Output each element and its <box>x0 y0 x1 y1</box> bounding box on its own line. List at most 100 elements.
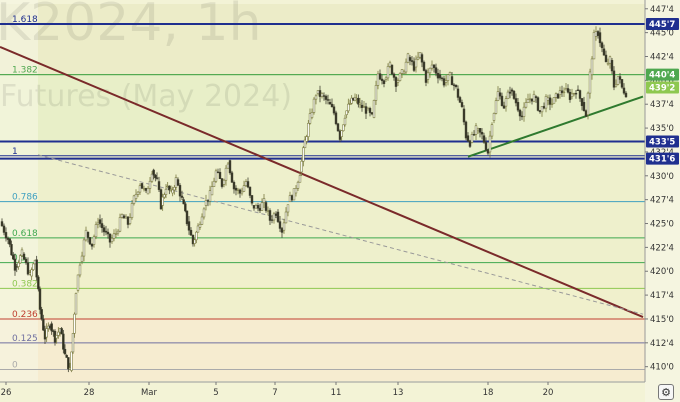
candle-body <box>242 185 246 192</box>
candle-body <box>412 61 416 71</box>
candle-body <box>546 97 550 101</box>
candle-body <box>288 195 292 202</box>
candle-body <box>274 213 278 216</box>
candle-body <box>76 274 80 291</box>
candle-body <box>258 207 262 211</box>
candle-body <box>556 93 560 99</box>
candle-body <box>196 225 200 233</box>
time-axis-tick-label: 13 <box>393 388 404 398</box>
candle-body <box>348 102 352 105</box>
candle-body <box>312 98 316 113</box>
candle-body <box>88 237 92 245</box>
candle-body <box>474 125 478 135</box>
price-axis-tick-label: 417'4 <box>650 291 674 301</box>
candle-body <box>400 69 404 74</box>
candle-body <box>128 217 132 224</box>
candle-body <box>430 64 434 69</box>
candle-body <box>142 188 146 190</box>
candle-body <box>392 73 396 78</box>
candle-body <box>228 160 232 174</box>
candle-body <box>286 204 290 213</box>
candle-body <box>376 73 380 86</box>
candle-body <box>96 222 100 225</box>
candle-body <box>163 194 166 198</box>
price-tag <box>646 152 679 165</box>
candle-body <box>342 124 345 132</box>
price-axis-tick-label: 427'4 <box>650 196 674 206</box>
candle-body <box>542 106 546 109</box>
candle-body <box>362 106 366 108</box>
candle-body <box>522 106 526 117</box>
candle-body <box>200 216 204 225</box>
candle-body <box>372 100 376 118</box>
chart-settings-button[interactable]: ⚙ <box>658 384 674 400</box>
candle-body <box>290 195 294 201</box>
fib-level-label: 0.786 <box>12 193 38 203</box>
price-axis-tick-label: 437'4 <box>650 100 674 110</box>
candle-body <box>224 167 228 181</box>
candle-body <box>126 216 130 225</box>
candle-body <box>328 102 332 105</box>
candle-body <box>536 97 540 111</box>
candle-body <box>35 259 38 278</box>
candle-body <box>500 95 504 107</box>
candle-body <box>496 91 500 101</box>
candle-body <box>316 90 320 95</box>
fib-level-label: 0 <box>12 361 18 371</box>
candle-body <box>138 185 142 193</box>
candle-body <box>576 89 580 91</box>
candle-body <box>458 97 462 103</box>
candle-body <box>610 60 614 72</box>
candle-body <box>550 103 554 105</box>
candle-body <box>534 96 538 98</box>
candle-body <box>410 60 414 62</box>
candle-body <box>94 224 98 238</box>
candle-body <box>240 190 244 194</box>
candle-body <box>214 170 218 182</box>
candle-body <box>552 97 556 104</box>
candle-body <box>466 135 470 142</box>
candle-body <box>189 229 193 236</box>
candle-body <box>246 181 250 188</box>
candle-body <box>538 110 542 113</box>
candle-body <box>266 210 270 212</box>
candle-body <box>614 84 618 87</box>
candle-body <box>104 230 108 233</box>
time-axis-tick-label: Mar <box>141 388 158 398</box>
watermark-symbol: K2024, 1h <box>0 0 262 53</box>
candle-body <box>360 104 364 108</box>
candle-body <box>428 67 432 74</box>
candle-body <box>122 215 126 219</box>
candle-body <box>302 147 305 162</box>
candle-body <box>206 200 210 202</box>
candle-body <box>378 73 382 80</box>
candle-body <box>606 62 610 65</box>
candle-body <box>86 231 90 238</box>
candle-body <box>70 351 73 371</box>
candle-body <box>132 195 136 204</box>
candle-body <box>382 80 386 84</box>
candle-body <box>394 77 398 87</box>
candle-body <box>584 110 588 117</box>
candle-body <box>276 211 280 222</box>
price-tag-label: 445'7 <box>649 20 675 30</box>
candle-body <box>284 211 288 224</box>
candle-body <box>564 88 568 91</box>
candle-body <box>554 93 558 98</box>
candle-body <box>184 203 187 212</box>
candle-body <box>20 249 24 256</box>
candle-body <box>22 253 26 260</box>
candle-body <box>530 98 534 102</box>
candle-body <box>506 91 510 99</box>
time-axis-tick-label: 18 <box>483 388 494 398</box>
candle-body <box>307 123 310 137</box>
candle-body <box>118 217 122 232</box>
background-zone <box>0 318 645 381</box>
fib-level-label: 0.236 <box>12 310 38 320</box>
candle-body <box>320 93 324 97</box>
candle-body <box>2 225 6 233</box>
fib-level-label: 0.125 <box>12 334 38 344</box>
candle-body <box>82 239 86 257</box>
